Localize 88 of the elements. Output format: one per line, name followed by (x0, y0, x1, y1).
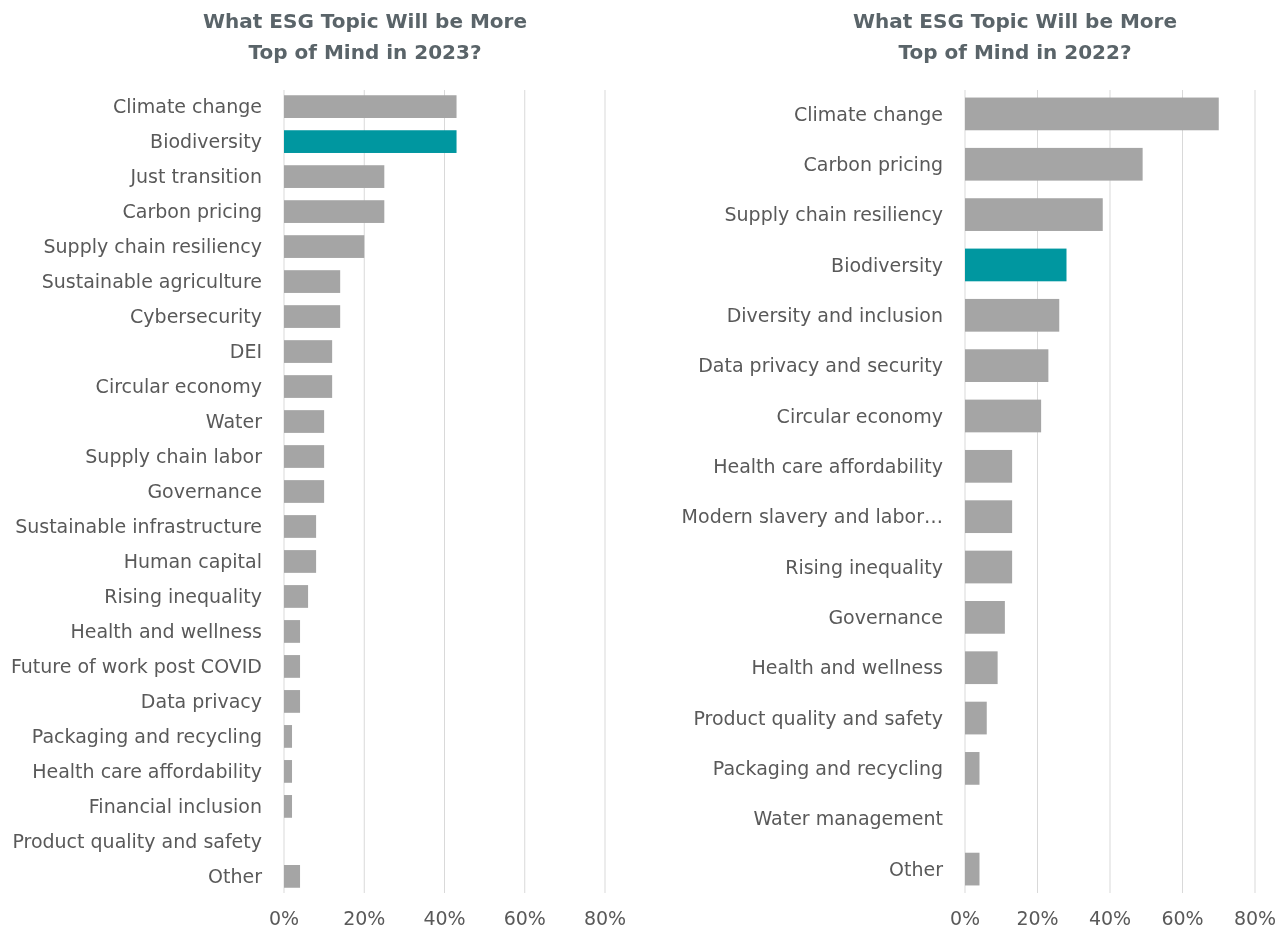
y-tick-label: Biodiversity (150, 130, 262, 153)
bar (965, 550, 1013, 584)
bar (284, 550, 317, 573)
y-tick-label: Carbon pricing (122, 200, 262, 223)
bar (284, 410, 325, 433)
y-tick-label: DEI (229, 340, 262, 363)
x-tick-label: 60% (1161, 907, 1204, 929)
chart-title: What ESG Topic Will be More Top of Mind in 2023? (203, 9, 527, 64)
y-tick-label: Packaging and recycling (712, 757, 943, 780)
bar (965, 198, 1103, 231)
bar (284, 865, 301, 888)
y-tick-label: Financial inclusion (88, 795, 262, 818)
bar (284, 95, 457, 118)
bar (284, 445, 325, 468)
y-tick-label: Climate change (112, 95, 262, 118)
y-tick-label: Governance (147, 480, 262, 503)
y-tick-label: Supply chain resiliency (43, 235, 262, 258)
bar (284, 200, 385, 223)
bar (965, 147, 1143, 181)
bar (284, 655, 301, 678)
x-tick-label: 20% (1016, 907, 1059, 929)
y-tick-label: Just transition (129, 165, 262, 188)
bar (965, 298, 1060, 332)
bar (965, 651, 998, 685)
chart-title: What ESG Topic Will be More Top of Mind in 2022? (853, 9, 1177, 64)
bar (284, 235, 365, 258)
bar (284, 305, 341, 328)
y-tick-label: Packaging and recycling (31, 725, 262, 748)
y-tick-label: Governance (828, 606, 943, 629)
y-tick-label: Future of work post COVID (10, 655, 262, 678)
bar (284, 760, 293, 783)
x-tick-label: 60% (503, 907, 546, 929)
x-tick-label: 40% (1088, 907, 1132, 929)
bar (965, 449, 1013, 483)
y-tick-label: Sustainable agriculture (41, 270, 262, 293)
bar (965, 752, 980, 785)
y-tick-label: Cybersecurity (130, 305, 262, 328)
bar (284, 165, 385, 188)
bar (284, 480, 325, 503)
y-tick-label: Carbon pricing (803, 152, 943, 175)
bar (284, 585, 309, 608)
bar (965, 248, 1067, 282)
x-tick-label: 20% (343, 907, 386, 929)
y-tick-label: Health care affordability (32, 760, 262, 783)
y-tick-label: Water (205, 410, 263, 433)
bar (284, 690, 301, 713)
bar (965, 852, 980, 886)
y-tick-label: Health and wellness (70, 620, 262, 643)
bar (965, 349, 1049, 382)
bar (284, 725, 293, 748)
y-tick-label: Other (208, 865, 263, 888)
y-tick-label: Climate change (793, 102, 943, 125)
y-tick-label: Product quality and safety (12, 830, 262, 853)
y-tick-label: Circular economy (95, 375, 262, 398)
bar (284, 270, 341, 293)
y-tick-label: Biodiversity (831, 253, 943, 276)
y-tick-label: Rising inequality (785, 555, 943, 578)
y-tick-label: Modern slavery and labor… (681, 505, 943, 528)
x-tick-label: 40% (423, 907, 466, 929)
bar (284, 340, 333, 363)
bar (965, 500, 1013, 534)
bar (284, 375, 333, 398)
x-tick-label: 0% (268, 907, 300, 929)
y-tick-label: Data privacy and security (698, 354, 943, 377)
y-tick-label: Supply chain labor (85, 445, 263, 468)
bar (284, 130, 457, 153)
y-tick-label: Diversity and inclusion (726, 303, 943, 326)
y-tick-label: Water management (753, 807, 943, 830)
bar (965, 701, 987, 735)
y-tick-label: Rising inequality (104, 585, 262, 608)
x-tick-label: 80% (1233, 907, 1277, 929)
bar (284, 515, 317, 538)
bar (284, 795, 293, 818)
y-tick-label: Product quality and safety (693, 706, 943, 729)
y-tick-label: Human capital (123, 550, 262, 573)
bar (965, 601, 1005, 634)
y-tick-label: Supply chain resiliency (724, 203, 943, 226)
y-tick-label: Circular economy (776, 404, 943, 427)
y-tick-label: Data privacy (140, 690, 262, 713)
bar (284, 620, 301, 643)
y-tick-label: Health and wellness (751, 656, 943, 679)
bar (965, 399, 1042, 433)
x-tick-label: 0% (949, 907, 981, 929)
bar (965, 97, 1219, 131)
y-tick-label: Health care affordability (713, 454, 943, 477)
y-tick-label: Other (889, 857, 944, 880)
y-tick-label: Sustainable infrastructure (15, 515, 262, 538)
x-tick-label: 80% (583, 907, 627, 929)
